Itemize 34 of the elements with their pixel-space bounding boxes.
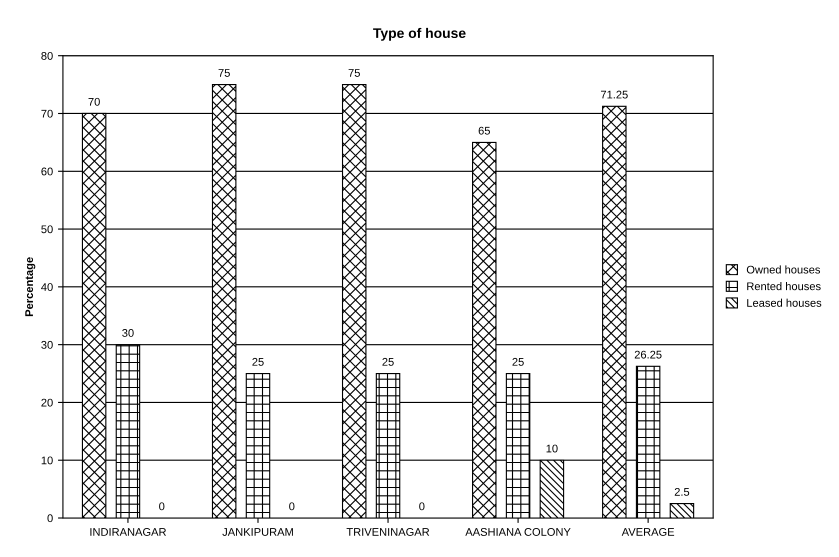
y-tick-label: 60 xyxy=(41,168,53,176)
data-label: 75 xyxy=(348,69,360,77)
data-label: 25 xyxy=(512,358,524,366)
legend-label: Leased houses xyxy=(747,298,822,307)
x-tick-label: JANKIPURAM xyxy=(222,528,293,536)
y-tick-label: 0 xyxy=(47,514,53,522)
legend-label: Owned houses xyxy=(746,265,820,274)
data-label: 65 xyxy=(478,126,490,135)
x-tick-label: AASHIANA COLONY xyxy=(465,528,571,536)
y-tick-label: 80 xyxy=(41,52,53,60)
y-tick-label: 70 xyxy=(41,110,53,118)
y-tick-label: 50 xyxy=(41,225,53,234)
data-label: 0 xyxy=(159,502,164,510)
data-label: 26.25 xyxy=(634,350,662,359)
data-label: 70 xyxy=(88,98,100,106)
data-label: 25 xyxy=(252,358,264,366)
data-label: 2.5 xyxy=(674,488,690,496)
data-label: 25 xyxy=(382,358,394,366)
legend-label: Rented houses xyxy=(747,282,821,290)
y-axis-title: Percentage xyxy=(25,257,36,316)
data-label: 0 xyxy=(419,502,425,510)
data-label: 10 xyxy=(546,444,558,452)
data-label: 0 xyxy=(289,502,294,510)
y-tick-label: 40 xyxy=(41,283,53,291)
y-tick-label: 10 xyxy=(42,456,53,464)
chart-title: Type of house xyxy=(373,28,466,41)
data-label: 71.25 xyxy=(600,90,628,99)
x-tick-label: TRIVENINAGAR xyxy=(346,528,430,536)
data-label: 30 xyxy=(122,329,134,337)
y-tick-label: 20 xyxy=(41,398,53,407)
y-tick-label: 30 xyxy=(41,340,53,349)
x-tick-label: AVERAGE xyxy=(622,528,674,536)
data-label: 75 xyxy=(218,69,230,77)
x-tick-label: INDIRANAGAR xyxy=(90,528,166,536)
